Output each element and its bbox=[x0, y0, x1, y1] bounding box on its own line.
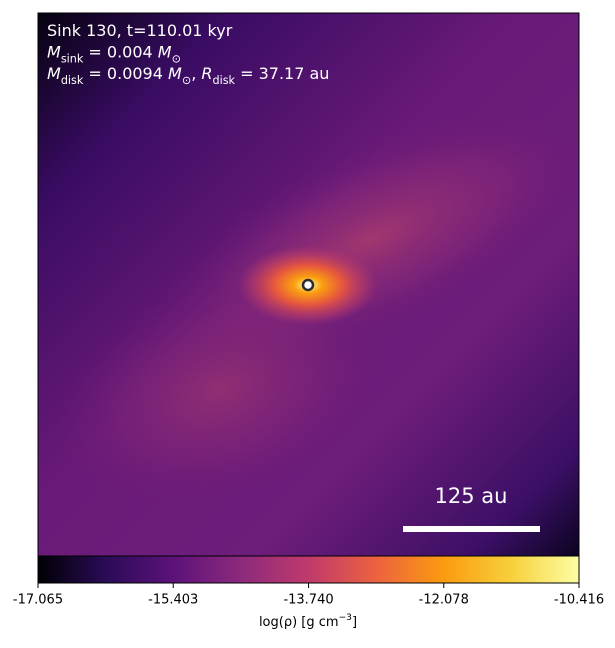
text-segment: R bbox=[201, 64, 212, 83]
text-segment: disk bbox=[61, 74, 84, 87]
colorbar-label: log(ρ) [g cm−3] bbox=[259, 613, 357, 630]
text-segment: M bbox=[168, 64, 182, 83]
tick-label: -10.416 bbox=[554, 593, 604, 608]
scale-bar-label: 125 au bbox=[435, 484, 508, 508]
text-segment: ⊙ bbox=[182, 74, 191, 87]
text-segment: ⊙ bbox=[172, 52, 181, 65]
colorbar bbox=[37, 555, 580, 584]
colorbar-ticks: -17.065 -15.403 -13.740 -12.078 -10.416 bbox=[13, 583, 604, 608]
text-segment: = 37.17 au bbox=[235, 64, 329, 83]
text-segment: Sink 130, t=110.01 kyr bbox=[47, 21, 233, 40]
text-segment: , bbox=[191, 64, 201, 83]
text-segment: sink bbox=[61, 52, 84, 65]
density-image bbox=[38, 13, 579, 556]
annotation-line: Mdisk = 0.0094 M⊙, Rdisk = 37.17 au bbox=[47, 64, 329, 87]
sink-marker bbox=[301, 278, 315, 292]
annotation-line: Sink 130, t=110.01 kyr bbox=[47, 21, 233, 40]
text-segment: log(ρ) [g cm bbox=[259, 615, 339, 630]
tick-label: -17.065 bbox=[13, 593, 63, 608]
text-segment: = 0.004 bbox=[83, 42, 157, 61]
text-segment: M bbox=[47, 42, 61, 61]
text-segment: disk bbox=[212, 74, 235, 87]
annotation-line: Msink = 0.004 M⊙ bbox=[47, 42, 181, 65]
tick-label: -13.740 bbox=[283, 593, 333, 608]
tick-label: -12.078 bbox=[419, 593, 469, 608]
text-segment: ] bbox=[352, 615, 357, 630]
scale-bar bbox=[403, 526, 540, 532]
text-segment: = 0.0094 bbox=[83, 64, 168, 83]
tick-label: -15.403 bbox=[148, 593, 198, 608]
text-segment: −3 bbox=[339, 613, 353, 623]
text-segment: M bbox=[158, 42, 172, 61]
text-segment: M bbox=[47, 64, 61, 83]
